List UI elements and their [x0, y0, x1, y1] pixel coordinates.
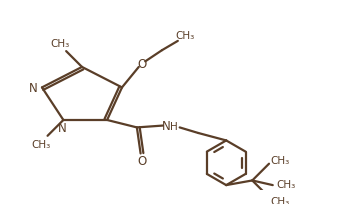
Text: N: N: [162, 120, 171, 132]
Text: CH₃: CH₃: [31, 140, 51, 150]
Text: CH₃: CH₃: [276, 179, 296, 189]
Text: H: H: [170, 121, 178, 131]
Text: O: O: [138, 57, 147, 70]
Text: N: N: [29, 82, 38, 94]
Text: O: O: [138, 155, 147, 168]
Text: CH₃: CH₃: [50, 39, 69, 49]
Text: CH₃: CH₃: [271, 196, 290, 204]
Text: N: N: [58, 121, 67, 134]
Text: CH₃: CH₃: [271, 155, 290, 165]
Text: CH₃: CH₃: [176, 31, 195, 41]
